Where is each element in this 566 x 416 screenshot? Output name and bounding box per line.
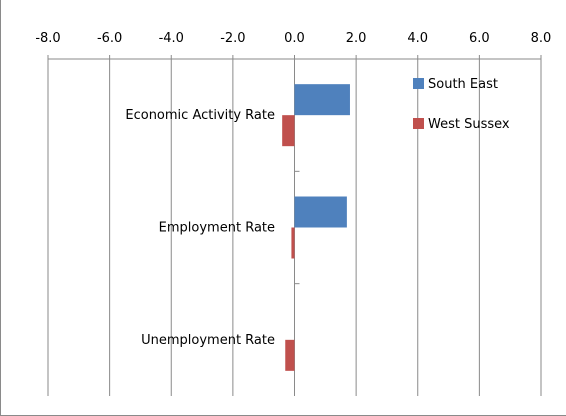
legend-swatch [413, 78, 424, 89]
x-tick-label: -6.0 [97, 31, 122, 46]
bars [282, 84, 350, 371]
x-tick-label: 2.0 [346, 31, 367, 46]
legend-label: South East [428, 77, 498, 92]
x-tick-labels: -8.0 -6.0 -4.0 -2.0 0.0 2.0 4.0 6.0 8.0 [35, 31, 551, 46]
x-tick-label: -2.0 [220, 31, 245, 46]
x-tick-label: -4.0 [159, 31, 184, 46]
category-label: Economic Activity Rate [125, 108, 275, 123]
category-label: Employment Rate [159, 221, 275, 236]
bar-west-sussex [291, 227, 295, 259]
x-tick-label: 6.0 [469, 31, 490, 46]
category-labels: Economic Activity Rate Employment Rate Une… [125, 108, 275, 348]
bar-south-east [294, 196, 347, 228]
legend: South East West Sussex [413, 77, 510, 132]
x-tick-label: 4.0 [407, 31, 428, 46]
x-tick-label: 8.0 [531, 31, 552, 46]
x-tick-label: -8.0 [35, 31, 60, 46]
x-tick-label: 0.0 [284, 31, 305, 46]
bar-south-east [294, 84, 350, 116]
bar-west-sussex [285, 339, 295, 371]
category-label: Unemployment Rate [141, 333, 275, 348]
bar-west-sussex [282, 115, 295, 147]
gridlines [47, 55, 542, 396]
legend-label: West Sussex [428, 117, 510, 132]
legend-swatch [413, 118, 424, 129]
